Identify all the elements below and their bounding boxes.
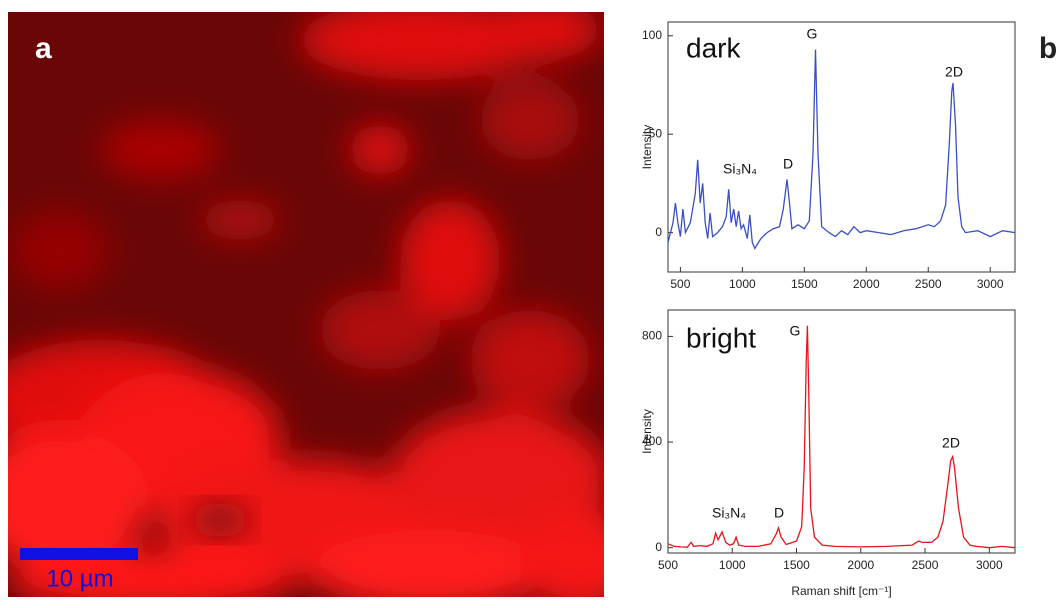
x-tick-label: 1000	[719, 558, 746, 572]
x-tick-label: 500	[658, 558, 678, 572]
x-tick-label: 500	[670, 277, 690, 291]
x-tick-label: 3000	[976, 558, 1003, 572]
x-axis-label: Raman shift [cm⁻¹]	[791, 584, 891, 598]
x-tick-label: 2500	[912, 558, 939, 572]
spectra: 500 1000 1500 2000 2500 3000 0 50 100 Intensity da…	[640, 21, 1016, 598]
y-tick-label: 400	[642, 434, 662, 448]
x-tick-label: 3000	[977, 277, 1004, 291]
x-tick-label: 1000	[729, 277, 756, 291]
x-tick-label: 2000	[847, 558, 874, 572]
x-tick-label: 2000	[853, 277, 880, 291]
spectrum-line	[667, 49, 1016, 250]
raman-map	[8, 12, 604, 597]
scale-bar-label: 10 µm	[46, 565, 113, 592]
annotation: 2D	[945, 64, 963, 80]
panel-label: a	[35, 32, 52, 65]
spectrum-line	[667, 325, 1016, 549]
annotation: G	[790, 323, 801, 339]
annotation: dark	[686, 32, 741, 63]
plot-frame	[667, 309, 1016, 554]
y-axis-label: Intensity	[640, 409, 654, 454]
y-tick-label: 50	[649, 126, 663, 140]
x-tick-label: 1500	[783, 558, 810, 572]
annotation: 2D	[942, 435, 960, 451]
annotation: G	[807, 26, 818, 42]
y-axis-label: Intensity	[640, 125, 654, 170]
y-tick-label: 0	[655, 540, 662, 554]
annotation: D	[783, 156, 793, 172]
y-tick-label: 800	[642, 329, 662, 343]
annotation: Si₃N₄	[723, 161, 757, 177]
annotation: Si₃N₄	[712, 505, 746, 521]
x-tick-label: 1500	[791, 277, 818, 291]
x-tick-label: 2500	[915, 277, 942, 291]
annotation: D	[774, 505, 784, 521]
y-tick-label: 100	[642, 28, 662, 42]
scale-bar	[20, 548, 138, 560]
y-tick-label: 0	[655, 225, 662, 239]
annotation: bright	[686, 322, 756, 353]
panel-label: b	[1039, 32, 1057, 65]
